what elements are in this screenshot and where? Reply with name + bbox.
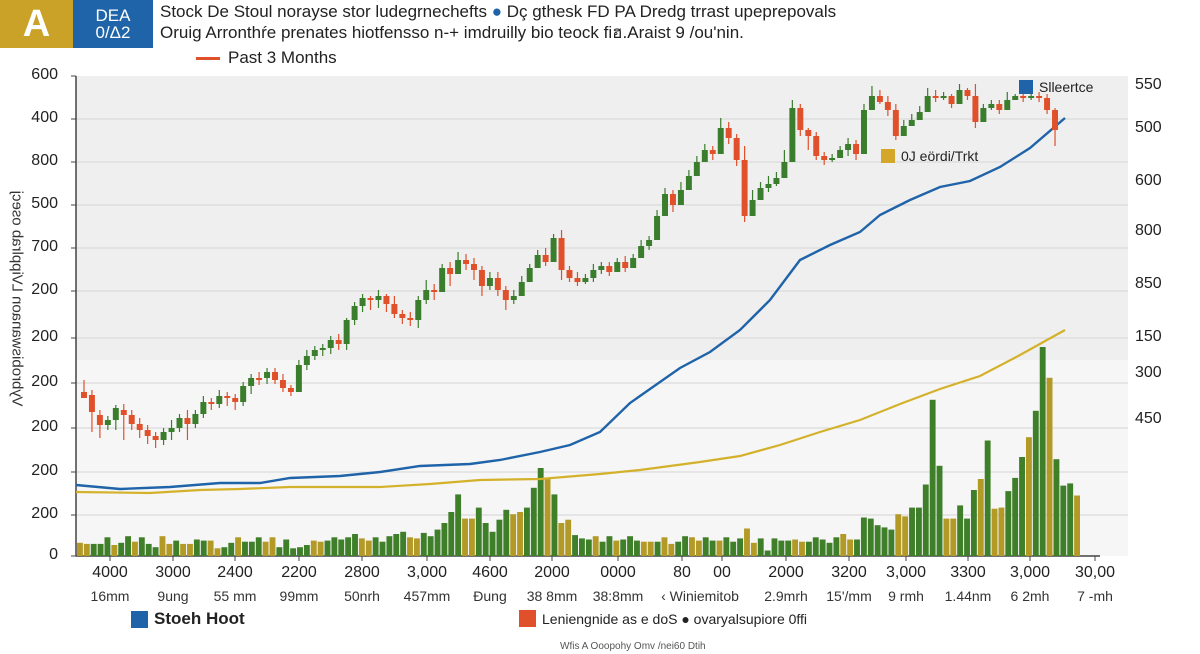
x-sublabel: 15'/mm <box>826 588 872 604</box>
x-sublabel: 55 mm <box>213 588 257 604</box>
x-sublabel: 2.9mrh <box>764 588 808 604</box>
x-sublabel: 99mm <box>279 588 319 604</box>
x-tick: 3200 <box>831 564 867 581</box>
x-tick: 2800 <box>344 564 380 581</box>
period-line-icon <box>196 56 220 60</box>
y-tick-right: 300 <box>1135 364 1162 381</box>
ticker-code: DEA <box>95 6 131 25</box>
y-tick-left: 700 <box>31 238 58 255</box>
legend-label: Stoeh Hoot <box>154 609 245 628</box>
y-tick-left: 200 <box>31 418 58 435</box>
x-tick: 4600 <box>472 564 508 581</box>
y-tick-left: 200 <box>31 373 58 390</box>
x-tick: 3,000 <box>885 564 927 581</box>
x-sublabel: 7 -mh <box>1077 588 1113 604</box>
legend-label: Slleertce <box>1039 79 1094 95</box>
legend-swatch-blue-icon <box>131 610 148 628</box>
y-tick-right: 150 <box>1135 328 1162 345</box>
y-tick-right: 450 <box>1135 410 1162 427</box>
x-sublabel: 9 rmh <box>888 588 924 604</box>
x-tick: 2200 <box>281 564 317 581</box>
x-sublabel: 38:8mm <box>592 588 644 604</box>
x-tick: 0000 <box>600 564 636 581</box>
x-tick: 3000 <box>155 564 191 581</box>
x-tick: 3,000 <box>1009 564 1051 581</box>
y-tick-right: 600 <box>1135 172 1162 189</box>
legend-swatch-gold-icon <box>881 149 895 163</box>
x-sublabel: 6 2mh <box>1010 588 1050 604</box>
period-legend: Past 3 Months <box>196 48 337 68</box>
title-part-a: Stock De Stoul noraysе stor ludegrnechef… <box>160 2 487 21</box>
legend-bottom-left: Stoeh Hoot <box>131 609 245 629</box>
x-sublabel: 50nrh <box>344 588 380 604</box>
y-tick-left: 500 <box>31 195 58 212</box>
chart-title: Stock De Stoul noraysе stor ludegrnechef… <box>160 1 836 43</box>
x-tick: 3,000 <box>406 564 448 581</box>
x-sublabel: ‹ Winiemitob <box>661 588 739 604</box>
y-tick-left: 200 <box>31 462 58 479</box>
x-tick: 2400 <box>217 564 253 581</box>
legend-swatch-blue-icon <box>1019 80 1033 94</box>
ticker-sub: 0/Δ2 <box>95 23 131 42</box>
x-tick: 4000 <box>92 564 128 581</box>
title-part-b: Dç gthesk FD PA Dredg trrast upeprepoval… <box>506 2 837 21</box>
y-tick-left: 600 <box>31 66 58 83</box>
x-tick: 2000 <box>534 564 570 581</box>
y-tick-left: 200 <box>31 505 58 522</box>
legend-mid: 0J eördi/Trkt <box>881 148 978 164</box>
y-tick-left: 800 <box>31 152 58 169</box>
y-tick-right: 550 <box>1135 76 1162 93</box>
x-tick: 30,00 <box>1074 564 1116 581</box>
legend-label: Leniengnide as e doS ● ovaryalsupiore 0f… <box>542 610 808 627</box>
x-tick: 2000 <box>768 564 804 581</box>
y-tick-right: 500 <box>1135 119 1162 136</box>
legend-swatch-red-icon <box>519 610 536 627</box>
y-tick-left: 200 <box>31 328 58 345</box>
chart-subtitle: Oruig Arronthŕe prenates hiotfensso n-+ … <box>160 23 744 42</box>
x-sublabel: 16mm <box>90 588 130 604</box>
logo-badge: A <box>0 0 73 48</box>
source-credit: Wfis A Ooopohy Omv /nei60 Dtih <box>560 641 706 652</box>
x-sublabel: 9ung <box>157 588 189 604</box>
ticker-badge: DEA 0/Δ2 <box>73 0 153 48</box>
x-sublabel: 38 8mm <box>526 588 578 604</box>
y-tick-left: 200 <box>31 281 58 298</box>
bullet-dot-icon: ● <box>491 2 502 21</box>
x-sublabel: 1.44nm <box>944 588 992 604</box>
y-tick-left: 400 <box>31 109 58 126</box>
period-label: Past 3 Months <box>228 48 337 67</box>
legend-top-right: Slleertce <box>1019 79 1093 95</box>
x-tick: 00 <box>713 564 731 581</box>
y-tick-right: 850 <box>1135 275 1162 292</box>
x-tick: 80 <box>673 564 691 581</box>
x-sublabel: 457mm <box>403 588 451 604</box>
x-tick: 3300 <box>950 564 986 581</box>
legend-bottom-mid: Leniengnide as e doS ● ovaryalsupiore 0f… <box>519 610 807 627</box>
legend-label: 0J eördi/Trkt <box>901 148 979 164</box>
y-tick-right: 800 <box>1135 222 1162 239</box>
y-tick-left: 0 <box>49 546 58 563</box>
x-sublabel: Đung <box>473 588 507 604</box>
